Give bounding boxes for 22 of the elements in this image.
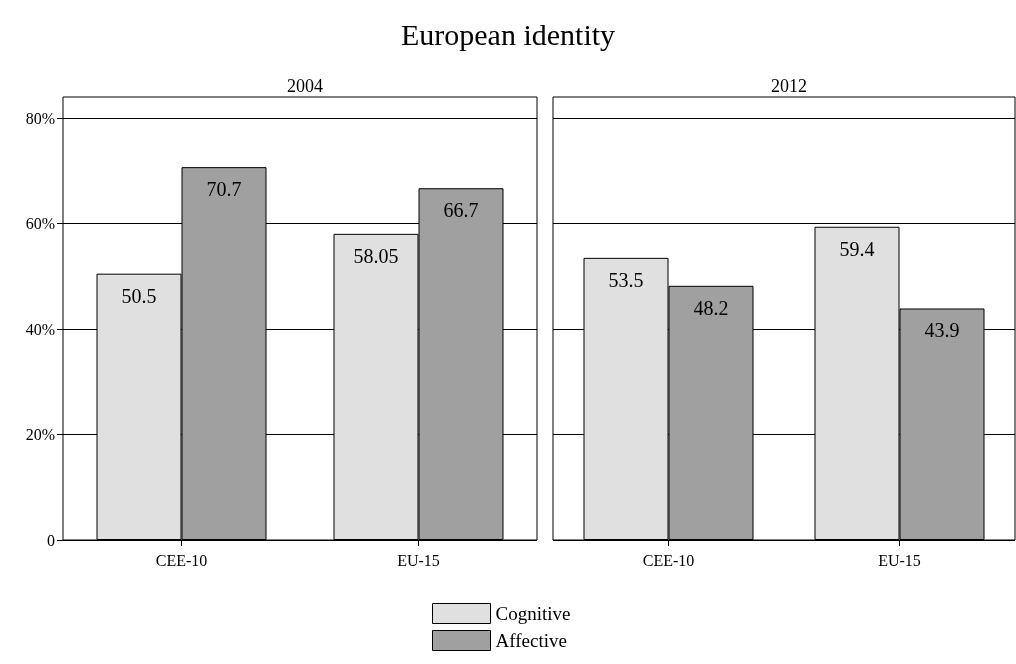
data-label: 58.05 bbox=[353, 244, 399, 267]
y-tick-label: 0 bbox=[47, 531, 55, 549]
y-tick-label: 40% bbox=[25, 320, 55, 338]
data-label: 48.2 bbox=[693, 296, 729, 319]
chart-subtitle: 2004 bbox=[287, 76, 323, 96]
data-label: 53.5 bbox=[608, 268, 644, 291]
chart-subtitle: 2012 bbox=[771, 76, 807, 96]
data-label: 70.7 bbox=[206, 178, 242, 201]
y-tick-label: 20% bbox=[25, 426, 55, 444]
x-tick-label: EU-15 bbox=[397, 551, 440, 569]
legend-label: Cognitive bbox=[495, 603, 571, 624]
chart-title: European identity bbox=[400, 17, 616, 51]
x-tick-label: CEE-10 bbox=[155, 551, 208, 569]
y-tick-label: 60% bbox=[25, 215, 55, 233]
x-tick-label: EU-15 bbox=[878, 551, 921, 569]
data-label: 50.5 bbox=[121, 284, 157, 307]
data-label: 43.9 bbox=[924, 319, 960, 342]
y-tick-label: 80% bbox=[25, 109, 55, 127]
data-label: 66.7 bbox=[443, 199, 479, 222]
x-tick-label: CEE-10 bbox=[642, 551, 695, 569]
legend-label: Affective bbox=[495, 630, 567, 651]
data-label: 59.4 bbox=[839, 237, 875, 260]
